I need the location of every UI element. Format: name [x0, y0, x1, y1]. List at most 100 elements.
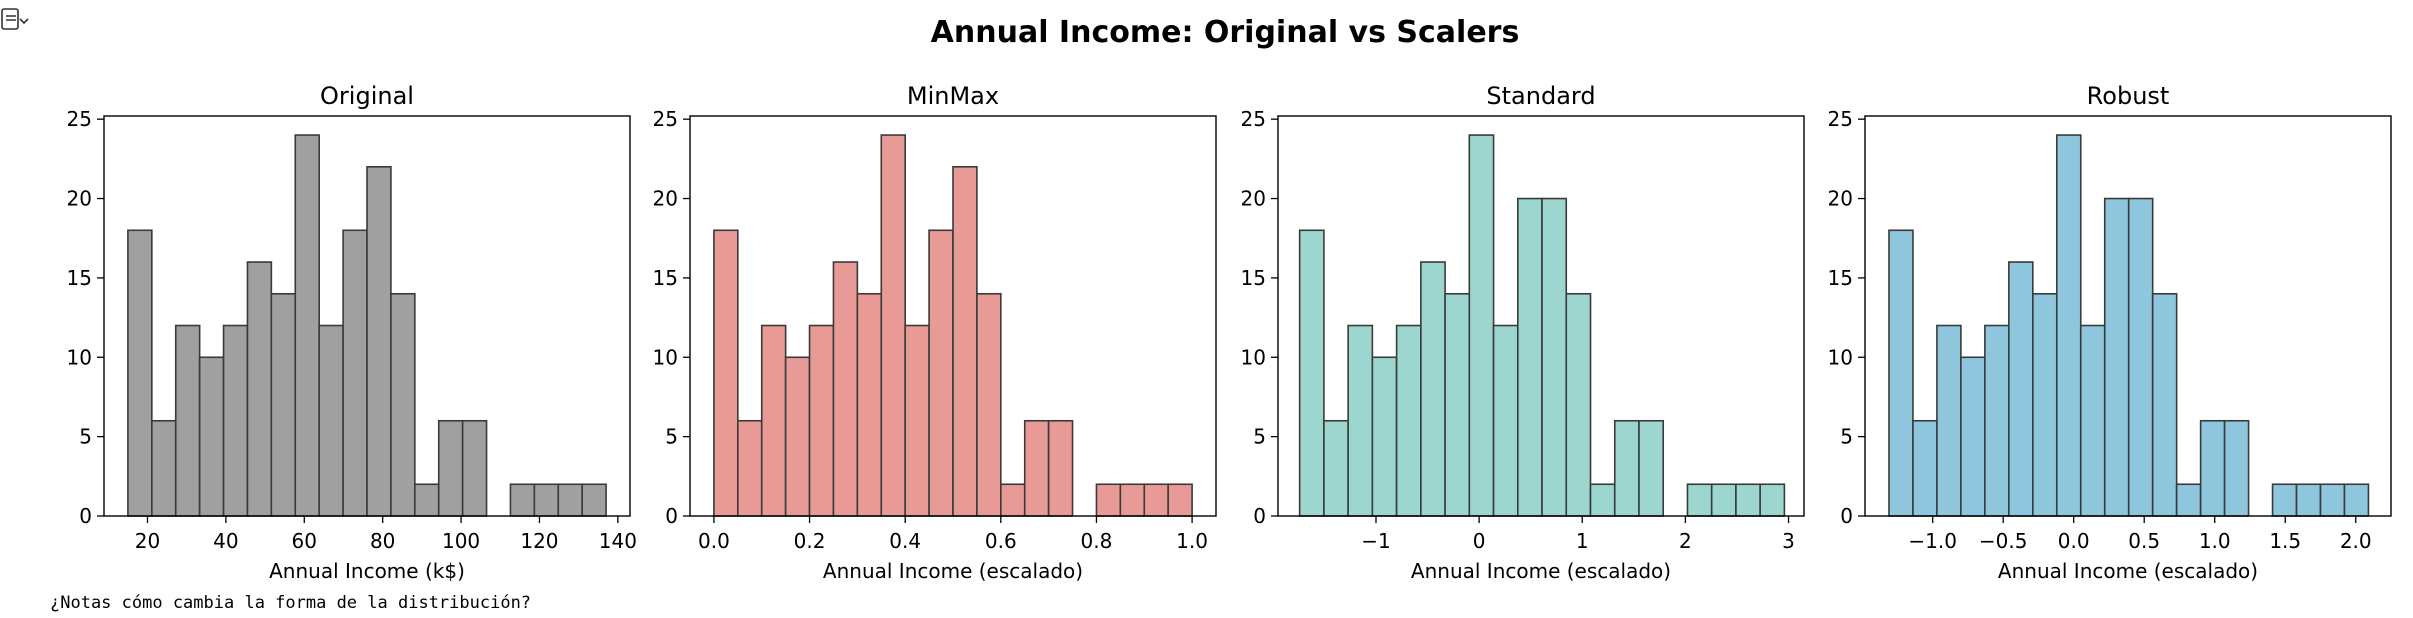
histogram-bar [1492, 324, 1519, 517]
x-tick-label: 2.0 [2340, 529, 2372, 553]
y-tick-label: 20 [1828, 187, 1853, 211]
histogram-bar [1095, 483, 1122, 517]
x-tick-label: 0.8 [1081, 529, 1113, 553]
y-tick-label: 20 [67, 187, 92, 211]
y-tick-label: 10 [653, 345, 678, 369]
x-tick-label: 120 [520, 529, 558, 553]
histogram-bar [1710, 483, 1737, 517]
y-tick-label: 5 [665, 425, 678, 449]
histogram-bar [1888, 229, 1914, 517]
x-tick-label: 3 [1782, 529, 1795, 553]
histogram-bar [1143, 483, 1169, 517]
y-tick-label: 20 [1241, 187, 1266, 211]
y-tick-label: 5 [1253, 425, 1266, 449]
x-tick-label: 40 [213, 529, 238, 553]
histogram-panel-3: −1 0 1 2 3 0 5 10 15 20 25 Standard Annual Income (e… [1241, 82, 1805, 583]
histogram-bar [270, 292, 297, 517]
y-tick-label: 5 [1840, 425, 1853, 449]
histogram-bar [1613, 419, 1640, 517]
histogram-bar [1912, 419, 1938, 517]
histogram-panel-1: 20 40 60 80 100 120 140 0 5 10 15 20 25 Original Annua… [67, 82, 637, 583]
histogram-bar [904, 324, 930, 517]
y-tick-label: 0 [665, 504, 678, 528]
histogram-panel-2: 0.0 0.2 0.4 0.6 0.8 1.0 0 5 10 15 20 25 MinMax Annual… [653, 82, 1217, 583]
histogram-bar [832, 261, 859, 517]
histogram-bar [1000, 483, 1026, 517]
histogram-bar [461, 419, 488, 517]
histogram-bar [2199, 419, 2226, 517]
histogram-bar [437, 419, 464, 517]
y-tick-label: 25 [1828, 107, 1853, 131]
histogram-bar [1589, 483, 1616, 517]
histogram-bar [151, 419, 177, 517]
histogram-bar [952, 165, 978, 517]
axes-frame [103, 115, 631, 517]
histogram-bar [856, 292, 883, 517]
histogram-bar [2008, 261, 2034, 517]
histogram-bar [2175, 483, 2202, 517]
histogram-bar [1167, 483, 1193, 517]
histogram-panel-4: −1.0 −0.5 0.0 0.5 1.0 1.5 2.0 0 5 10 15 20 25 Robust A… [1828, 82, 2392, 583]
x-tick-label: 0.4 [889, 529, 921, 553]
panel-title: MinMax [907, 82, 999, 110]
histogram-bar [2295, 483, 2322, 517]
x-tick-label: 0 [1473, 529, 1486, 553]
histogram-bar [557, 483, 583, 517]
histogram-bar [1444, 292, 1471, 517]
histogram-bar [246, 261, 273, 517]
histogram-bar [2055, 134, 2082, 517]
y-tick-label: 10 [1241, 345, 1266, 369]
histogram-bar [976, 292, 1002, 517]
histogram-bar [366, 165, 392, 517]
x-tick-label: 80 [370, 529, 395, 553]
y-tick-label: 25 [653, 107, 678, 131]
histogram-bar [1371, 356, 1398, 517]
y-tick-label: 0 [79, 504, 92, 528]
y-tick-label: 0 [1840, 504, 1853, 528]
axes-frame [1864, 115, 2392, 517]
figure-suptitle: Annual Income: Original vs Scalers [931, 15, 1520, 50]
x-tick-label: 1 [1576, 529, 1589, 553]
x-tick-label: 0.2 [794, 529, 826, 553]
histogram-bar [1759, 483, 1786, 517]
histogram-bar [1395, 324, 1422, 517]
y-tick-label: 15 [653, 266, 678, 290]
y-tick-label: 15 [1241, 266, 1266, 290]
x-tick-label: −1.0 [1908, 529, 1957, 553]
histogram-bar [1936, 324, 1962, 517]
x-tick-label: 0.5 [2128, 529, 2160, 553]
histogram-bar [2151, 292, 2178, 517]
x-tick-label: 0.6 [985, 529, 1017, 553]
output-toggle-icon[interactable] [0, 6, 30, 36]
figure: Annual Income: Original vs Scalers 20 40 6… [67, 15, 2392, 583]
histogram-bar [1565, 292, 1592, 517]
x-tick-label: −0.5 [1979, 529, 2028, 553]
histogram-bar [1298, 229, 1325, 517]
histogram-bar [713, 229, 739, 517]
panel-title: Standard [1486, 82, 1595, 110]
panel-title: Robust [2087, 82, 2170, 110]
histogram-bar [342, 229, 368, 517]
histogram-bar [928, 229, 954, 517]
histogram-bar [1984, 324, 2010, 517]
x-tick-label: 0.0 [698, 529, 730, 553]
x-tick-label: −1 [1361, 529, 1390, 553]
histogram-bar [198, 356, 225, 517]
x-axis-label: Annual Income (k$) [269, 559, 465, 583]
y-tick-label: 15 [67, 266, 92, 290]
histogram-bar [1323, 419, 1349, 517]
x-axis-label: Annual Income (escalado) [1411, 559, 1671, 583]
x-tick-label: 1.0 [1176, 529, 1208, 553]
x-axis-label: Annual Income (escalado) [823, 559, 1083, 583]
histogram-bar [880, 134, 906, 517]
x-tick-label: 0.0 [2058, 529, 2090, 553]
x-tick-label: 20 [135, 529, 160, 553]
histogram-bar [414, 483, 440, 517]
histogram-bar [1735, 483, 1761, 517]
histogram-bar [318, 324, 344, 517]
y-tick-label: 20 [653, 187, 678, 211]
histogram-bar [760, 324, 787, 517]
histogram-bar [2103, 197, 2130, 517]
axes-frame [1277, 115, 1805, 517]
y-tick-label: 25 [1241, 107, 1266, 131]
